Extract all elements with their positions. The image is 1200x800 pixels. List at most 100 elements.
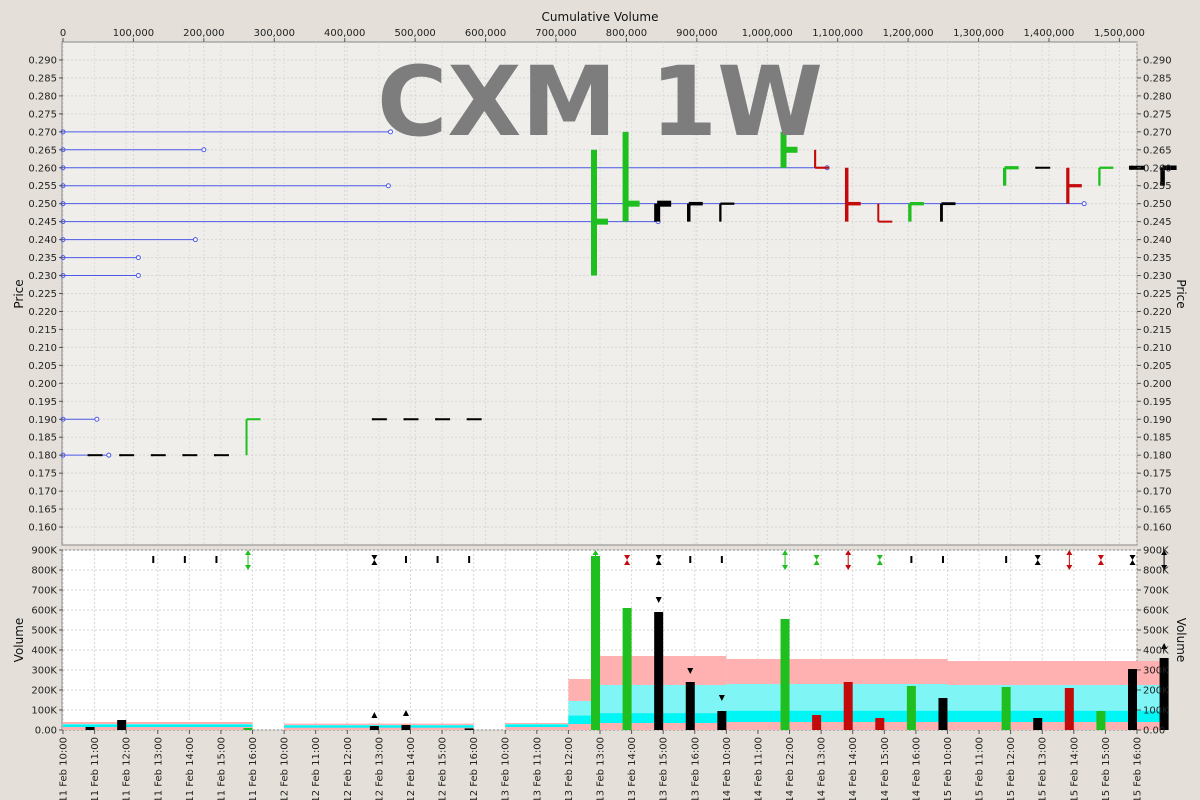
- price-tick-label-left: 0.180: [28, 451, 57, 462]
- price-tick-label-left: 0.175: [28, 469, 57, 480]
- flag-down-arrow: [782, 565, 789, 570]
- price-tick-label-left: 0.280: [28, 91, 57, 102]
- volume-tick-label-left: 0.00: [35, 726, 57, 737]
- price-tick-label-right: 0.165: [1143, 505, 1172, 516]
- volume-profile-end: [1081, 201, 1087, 207]
- price-tick-label-left: 0.210: [28, 343, 57, 354]
- volume-bar: [1096, 711, 1106, 730]
- volume-axis-label-left: Volume: [12, 618, 26, 663]
- time-tick-label: 15 Feb 14:00: [1069, 737, 1080, 800]
- volume-band-inner: [600, 713, 727, 723]
- time-tick-label: 15 Feb 11:00: [975, 737, 986, 800]
- price-tick-label-left: 0.245: [28, 217, 57, 228]
- price-tick-label-right: 0.285: [1143, 73, 1172, 84]
- flag-up-arrow: [245, 550, 252, 555]
- price-tick-label-left: 0.290: [28, 55, 57, 66]
- time-tick-label: 13 Feb 10:00: [501, 737, 512, 800]
- volume-profile-end: [106, 452, 112, 458]
- time-tick-label: 11 Feb 11:00: [90, 737, 101, 800]
- price-tick-label-left: 0.260: [28, 163, 57, 174]
- volume-tick-label-left: 200K: [31, 686, 57, 697]
- time-tick-label: 15 Feb 15:00: [1101, 737, 1112, 800]
- volume-tick-label-right: 700K: [1143, 586, 1169, 597]
- volume-tick-label-right: 600K: [1143, 606, 1169, 617]
- price-tick-label-right: 0.230: [1143, 271, 1172, 282]
- flag-up-arrow: [782, 550, 789, 555]
- volume-bar: [1128, 669, 1137, 730]
- time-tick-label: 11 Feb 13:00: [153, 737, 164, 800]
- cumvol-tick-label: 1,500,000: [1094, 28, 1145, 39]
- time-tick-label: 13 Feb 16:00: [690, 737, 701, 800]
- cumvol-tick-label: 700,000: [535, 28, 576, 39]
- flag-down-arrow: [1066, 565, 1073, 570]
- volume-bar: [1001, 687, 1011, 730]
- price-tick-label-left: 0.250: [28, 199, 57, 210]
- volume-tick-label-left: 300K: [31, 666, 57, 677]
- price-tick-label-right: 0.170: [1143, 487, 1172, 498]
- volume-tick-label-right: 500K: [1143, 626, 1169, 637]
- cumvol-tick-label: 200,000: [183, 28, 224, 39]
- price-tick-label-right: 0.210: [1143, 343, 1172, 354]
- flag-up-arrow: [1161, 550, 1168, 555]
- price-tick-label-left: 0.240: [28, 235, 57, 246]
- price-tick-label-left: 0.185: [28, 433, 57, 444]
- volume-marker-up: [402, 710, 409, 716]
- price-tick-label-left: 0.215: [28, 325, 57, 336]
- flag-down-arrow: [1161, 565, 1168, 570]
- price-tick-label-left: 0.165: [28, 505, 57, 516]
- price-tick-label-right: 0.185: [1143, 433, 1172, 444]
- volume-profile-end: [201, 147, 207, 153]
- flag-layer: [152, 550, 1168, 718]
- price-tick-label-left: 0.160: [28, 523, 57, 534]
- volume-bar: [591, 556, 600, 730]
- volume-bar: [812, 715, 822, 730]
- flag-down-arrow: [245, 565, 252, 570]
- price-tick-label-left: 0.275: [28, 109, 57, 120]
- time-tick-label: 12 Feb 11:00: [311, 737, 322, 800]
- volume-bar: [685, 682, 695, 730]
- price-tick-label-right: 0.270: [1143, 127, 1172, 138]
- volume-axis-label-right: Volume: [1174, 618, 1188, 663]
- price-tick-label-left: 0.285: [28, 73, 57, 84]
- volume-marker-down: [655, 597, 662, 603]
- time-tick-label: 13 Feb 12:00: [564, 737, 575, 800]
- flag-bow-bottom: [655, 560, 662, 565]
- price-tick-label-left: 0.195: [28, 397, 57, 408]
- volume-profile-end: [192, 237, 198, 243]
- volume-bar: [1064, 688, 1074, 730]
- volume-band-inner: [947, 710, 1169, 722]
- flag-bow-top: [876, 555, 883, 560]
- volume-bar: [780, 619, 790, 730]
- price-tick-label-left: 0.200: [28, 379, 57, 390]
- top-axis-label: Cumulative Volume: [542, 10, 659, 24]
- volume-profile-end: [387, 129, 393, 135]
- time-tick-label: 14 Feb 11:00: [753, 737, 764, 800]
- cumvol-tick-label: 1,200,000: [883, 28, 934, 39]
- time-tick-label: 14 Feb 16:00: [911, 737, 922, 800]
- time-tick-label: 13 Feb 15:00: [659, 737, 670, 800]
- volume-bar: [85, 727, 95, 730]
- price-tick-label-left: 0.170: [28, 487, 57, 498]
- volume-marker-up: [371, 712, 378, 718]
- volume-bar: [906, 686, 916, 730]
- volume-marker-down: [687, 668, 694, 674]
- price-tick-label-left: 0.270: [28, 127, 57, 138]
- time-tick-label: 11 Feb 14:00: [185, 737, 196, 800]
- flag-up-arrow: [845, 550, 852, 555]
- volume-tick-label-right: 800K: [1143, 566, 1169, 577]
- volume-marker-up: [1161, 643, 1168, 649]
- time-tick-label: 14 Feb 10:00: [722, 737, 733, 800]
- flag-bow-top: [371, 555, 378, 560]
- volume-band-inner: [63, 724, 253, 727]
- price-tick-label-left: 0.230: [28, 271, 57, 282]
- volume-bar: [401, 725, 411, 730]
- tick-label-layer: 0.160 0.160 0.165 0.165 0.170 0.170 0.175 0.175…: [28, 28, 1171, 800]
- cumvol-tick-label: 1,400,000: [1024, 28, 1075, 39]
- flag-bow-top: [813, 555, 820, 560]
- flag-bow-bottom: [1097, 560, 1104, 565]
- cumvol-tick-label: 600,000: [465, 28, 506, 39]
- price-tick-label-left: 0.225: [28, 289, 57, 300]
- flag-bow-top: [1097, 555, 1104, 560]
- time-tick-label: 14 Feb 12:00: [785, 737, 796, 800]
- cumvol-tick-label: 400,000: [324, 28, 365, 39]
